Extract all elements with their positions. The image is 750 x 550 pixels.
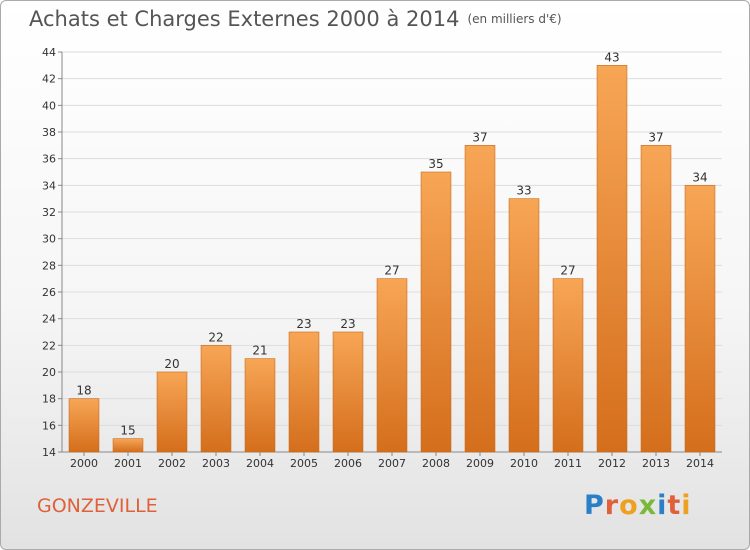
bar (640, 145, 672, 453)
y-tick-label: 38 (42, 126, 56, 139)
bar (508, 198, 540, 453)
bar-value-label: 27 (560, 264, 575, 278)
x-tick-label: 2012 (598, 457, 626, 470)
bar (288, 331, 320, 453)
bar-value-label: 21 (252, 344, 267, 358)
chart-unit-label: (en milliers d'€) (467, 12, 562, 26)
bar-value-label: 22 (208, 330, 223, 344)
y-tick-label: 40 (42, 99, 56, 112)
x-tick-label: 2013 (642, 457, 670, 470)
y-tick-label: 16 (42, 419, 56, 432)
logo-letter: i (681, 490, 692, 521)
y-tick-label: 32 (42, 206, 56, 219)
y-tick-label: 18 (42, 393, 56, 406)
bar (376, 278, 408, 453)
x-tick-label: 2001 (114, 457, 142, 470)
bar-value-label: 15 (120, 424, 135, 438)
bar-value-label: 34 (692, 170, 707, 184)
x-tick-label: 2004 (246, 457, 274, 470)
y-tick-label: 20 (42, 366, 56, 379)
bar (552, 278, 584, 453)
logo-letter: t (667, 490, 682, 521)
y-tick-label: 14 (42, 446, 56, 459)
x-tick-label: 2010 (510, 457, 538, 470)
x-tick-label: 2011 (554, 457, 582, 470)
y-tick-label: 34 (42, 179, 56, 192)
bar-value-label: 18 (76, 384, 91, 398)
y-tick-label: 30 (42, 233, 56, 246)
bar-value-label: 33 (516, 184, 531, 198)
bar (420, 171, 452, 453)
bar (244, 358, 276, 453)
logo-letter: r (604, 490, 620, 521)
bar-value-label: 20 (164, 357, 179, 371)
bar-value-label: 37 (648, 130, 663, 144)
bar (332, 331, 364, 453)
bar-value-label: 23 (296, 317, 311, 331)
x-tick-label: 2002 (158, 457, 186, 470)
bar-value-label: 35 (428, 157, 443, 171)
logo-letter: P (584, 490, 605, 521)
bar-value-label: 43 (604, 50, 619, 64)
logo-letter: i (657, 490, 668, 521)
x-tick-label: 2006 (334, 457, 362, 470)
y-tick-label: 26 (42, 286, 56, 299)
y-tick-label: 28 (42, 259, 56, 272)
bar (112, 438, 144, 453)
bar-value-label: 27 (384, 264, 399, 278)
x-tick-label: 2008 (422, 457, 450, 470)
chart-title-text: Achats et Charges Externes 2000 à 2014 (29, 7, 460, 31)
x-tick-label: 2000 (70, 457, 98, 470)
y-tick-label: 42 (42, 73, 56, 86)
logo-letter: o (619, 490, 639, 521)
bar (684, 185, 716, 453)
commune-name: GONZEVILLE (37, 495, 158, 517)
bar-value-label: 23 (340, 317, 355, 331)
x-tick-label: 2014 (686, 457, 714, 470)
proxiti-logo: Proxiti (584, 490, 692, 521)
bar (200, 345, 232, 453)
x-tick-label: 2007 (378, 457, 406, 470)
bar (156, 371, 188, 453)
y-tick-label: 22 (42, 339, 56, 352)
x-tick-label: 2009 (466, 457, 494, 470)
y-tick-label: 44 (42, 46, 56, 59)
x-tick-label: 2003 (202, 457, 230, 470)
y-tick-label: 36 (42, 153, 56, 166)
bar (464, 145, 496, 453)
chart-title: Achats et Charges Externes 2000 à 2014 (e… (29, 7, 562, 31)
bar-value-label: 37 (472, 130, 487, 144)
x-tick-label: 2005 (290, 457, 318, 470)
bar (68, 398, 100, 453)
bar (596, 65, 628, 453)
y-tick-label: 24 (42, 313, 56, 326)
logo-letter: x (638, 490, 658, 521)
